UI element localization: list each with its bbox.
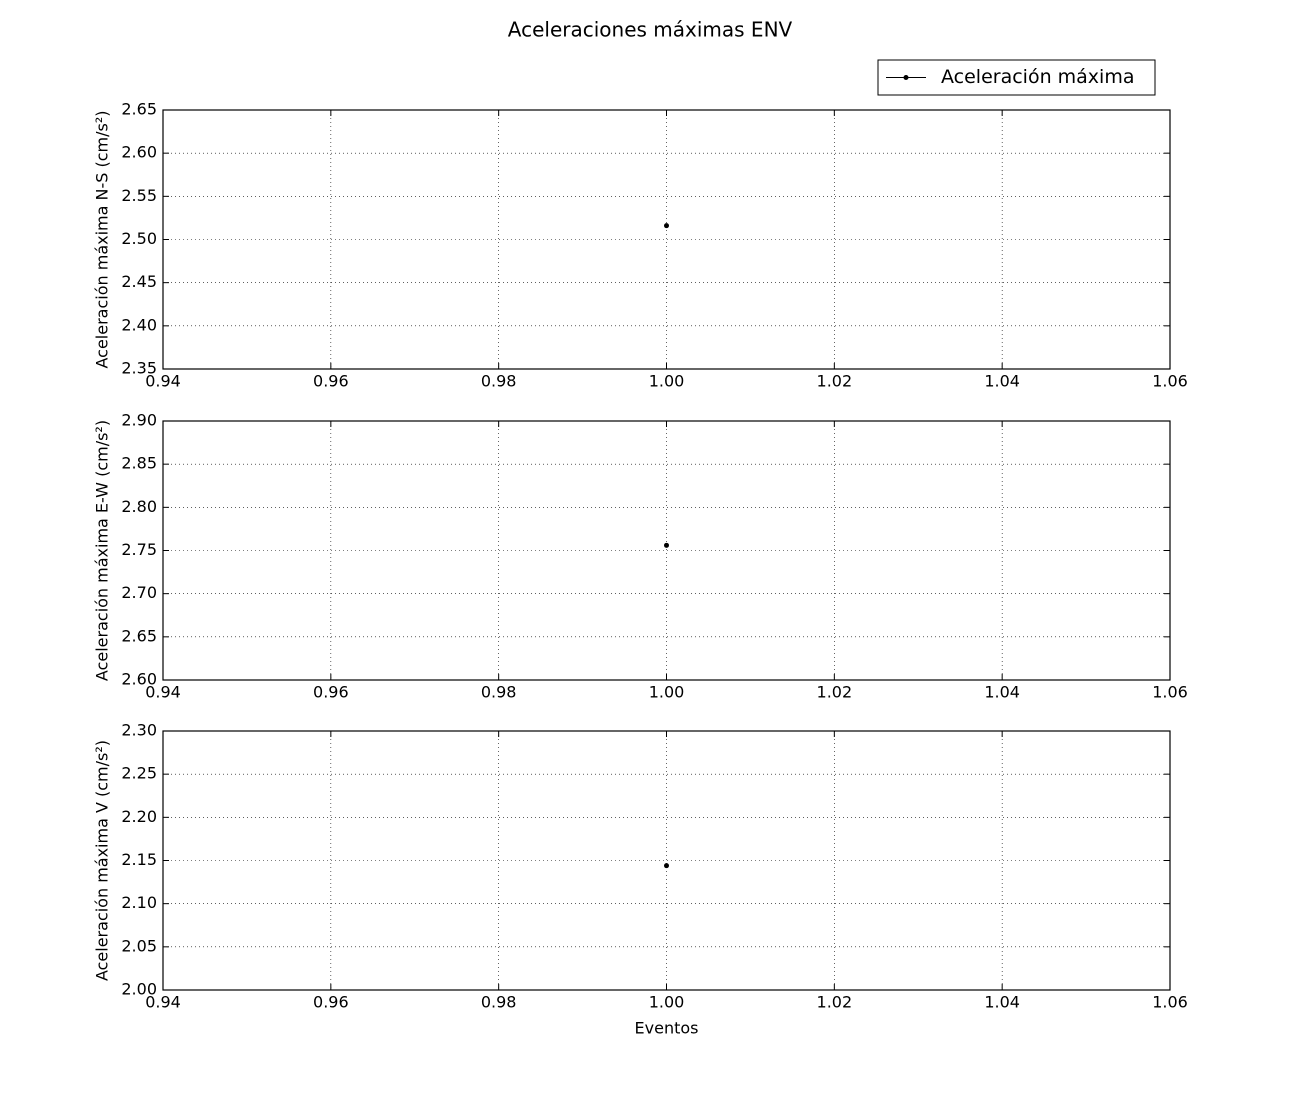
plot-frame [162, 420, 1171, 681]
x-tick-label: 0.98 [481, 372, 517, 391]
y-axis-label: Aceleración máxima E-W (cm/s²) [93, 420, 112, 681]
x-tick-label: 0.96 [313, 372, 349, 391]
x-tick-label: 1.06 [1152, 993, 1188, 1012]
figure-title: Aceleraciones máximas ENV [508, 18, 793, 42]
y-tick-label: 2.65 [121, 100, 157, 119]
x-tick-label: 0.98 [481, 993, 517, 1012]
x-tick-label: 1.02 [817, 993, 853, 1012]
x-tick-label: 1.00 [649, 683, 685, 702]
x-tick-label: 1.06 [1152, 372, 1188, 391]
y-tick-label: 2.50 [121, 229, 157, 248]
y-axis-label: Aceleración máxima V (cm/s²) [93, 740, 112, 981]
y-tick-label: 2.75 [121, 540, 157, 559]
y-tick-label: 2.60 [121, 143, 157, 162]
y-tick-label: 2.10 [121, 893, 157, 912]
y-tick-label: 2.45 [121, 272, 157, 291]
x-tick-label: 0.96 [313, 683, 349, 702]
y-tick-label: 2.70 [121, 583, 157, 602]
x-tick-label: 0.98 [481, 683, 517, 702]
x-tick-label: 1.02 [817, 683, 853, 702]
x-tick-label: 0.94 [145, 372, 181, 391]
data-point [664, 542, 669, 548]
x-tick-label: 1.04 [984, 372, 1020, 391]
x-tick-label: 0.94 [145, 993, 181, 1012]
x-tick-label: 1.06 [1152, 683, 1188, 702]
y-tick-label: 2.00 [121, 980, 157, 999]
y-tick-label: 2.55 [121, 186, 157, 205]
x-tick-label: 1.00 [649, 372, 685, 391]
y-tick-label: 2.25 [121, 764, 157, 783]
y-tick-label: 2.30 [121, 721, 157, 740]
y-tick-label: 2.05 [121, 936, 157, 955]
data-point [664, 863, 669, 869]
y-tick-label: 2.15 [121, 850, 157, 869]
plot-frame [162, 730, 1171, 991]
data-point [664, 223, 669, 229]
x-tick-label: 1.00 [649, 993, 685, 1012]
y-tick-label: 2.85 [121, 454, 157, 473]
x-tick-label: 1.04 [984, 993, 1020, 1012]
y-tick-label: 2.60 [121, 670, 157, 689]
y-tick-label: 2.80 [121, 497, 157, 516]
y-tick-label: 2.20 [121, 807, 157, 826]
y-tick-label: 2.35 [121, 359, 157, 378]
plot-frame [162, 109, 1171, 370]
x-tick-label: 0.94 [145, 683, 181, 702]
legend-label: Aceleración máxima [941, 66, 1134, 88]
x-tick-label: 1.02 [817, 372, 853, 391]
y-tick-label: 2.40 [121, 315, 157, 334]
x-tick-label: 1.04 [984, 683, 1020, 702]
x-tick-label: 0.96 [313, 993, 349, 1012]
y-axis-label: Aceleración máxima N-S (cm/s²) [93, 110, 112, 368]
y-tick-label: 2.65 [121, 626, 157, 645]
y-tick-label: 2.90 [121, 411, 157, 430]
x-axis-label: Eventos [635, 1019, 699, 1038]
legend-marker [903, 75, 909, 80]
